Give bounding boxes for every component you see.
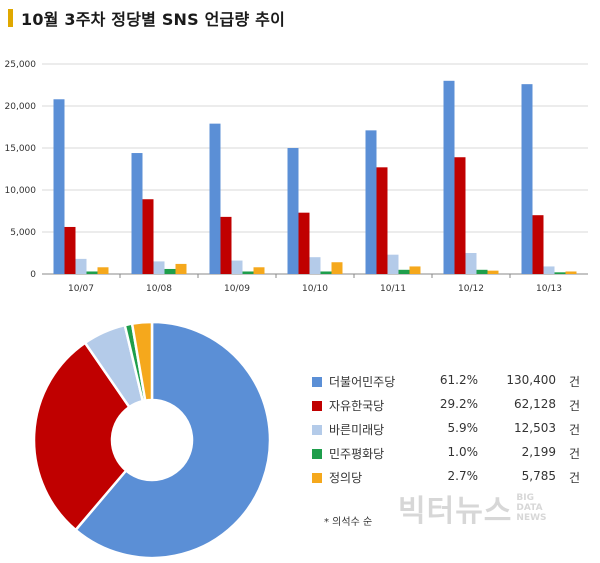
footnote: * 의석수 순 [324,517,373,528]
legend-swatch [312,401,322,411]
bar [331,262,343,274]
bar [253,267,265,274]
bar [398,269,410,274]
legend-swatch [312,377,322,387]
legend-row: 자유한국당 29.2% 62,128 건 [312,396,582,420]
y-tick-label: 5,000 [10,228,36,238]
x-tick-label: 10/12 [458,284,484,294]
legend-party-name: 더불어민주당 [329,375,396,389]
bar [565,271,577,274]
x-tick-label: 10/09 [224,284,250,294]
pie-slice [130,320,154,403]
legend-count: 12,503 [514,421,556,435]
legend-swatch [312,449,322,459]
bar [287,148,299,274]
legend-swatch [312,425,322,435]
x-tick-label: 10/13 [536,284,562,294]
legend-row: 민주평화당 1.0% 2,199 건 [312,444,582,468]
bar [487,270,499,274]
bar [387,254,399,274]
legend-percent: 61.2% [439,373,478,387]
legend-row: 바른미래당 5.9% 12,503 건 [312,420,582,444]
watermark-subtext: BIG DATA NEWS [516,493,547,523]
bar [209,123,221,274]
legend-unit: 건 [568,399,580,413]
bar [86,271,98,274]
x-tick-label: 10/07 [68,284,94,294]
legend-percent: 5.9% [447,421,479,435]
legend-party-name: 민주평화당 [329,447,385,461]
bar [409,266,421,274]
y-tick-label: 15,000 [5,144,37,154]
chart-title: 10월 3주차 정당별 SNS 언급량 추이 [21,10,286,29]
y-tick-label: 25,000 [5,60,37,70]
bar [376,167,388,274]
bar [64,226,76,274]
watermark-text: 빅터뉴스 [398,494,513,529]
bar [532,215,544,274]
bar [75,258,87,274]
legend-percent: 29.2% [439,397,478,411]
legend-party-name: 바른미래당 [329,423,385,437]
bar [365,130,377,274]
legend-percent: 1.0% [447,445,479,459]
pie-chart [32,320,272,560]
legend-swatch [312,473,322,483]
bar [131,153,143,274]
bar [242,271,254,274]
bar [153,261,165,274]
bar [175,263,187,274]
bar [465,253,477,274]
legend-count: 2,199 [521,445,556,459]
title-row: 10월 3주차 정당별 SNS 언급량 추이 [8,6,285,30]
pie-legend: 더불어민주당 61.2% 130,400 건 자유한국당 29.2% 62,12… [312,372,582,492]
legend-percent: 2.7% [447,469,479,483]
bar [521,84,533,274]
legend-unit: 건 [568,447,580,461]
x-tick-label: 10/08 [146,284,172,294]
legend-row: 정의당 2.7% 5,785 건 [312,468,582,492]
bar [97,267,109,274]
y-tick-label: 10,000 [5,186,37,196]
bar [53,99,65,274]
legend-unit: 건 [568,375,580,389]
bar [309,257,321,274]
legend-row: 더불어민주당 61.2% 130,400 건 [312,372,582,396]
title-accent-bar [8,9,13,27]
bar [554,272,566,274]
watermark-logo: 빅터뉴스 BIG DATA NEWS [398,486,547,530]
x-tick-label: 10/10 [302,284,328,294]
bar [142,199,154,274]
bar [543,266,555,274]
x-tick-label: 10/11 [380,284,406,294]
bar [298,212,310,274]
y-tick-label: 0 [30,270,36,280]
legend-party-name: 정의당 [329,471,363,485]
bar [231,260,243,274]
legend-party-name: 자유한국당 [329,399,385,413]
legend-count: 5,785 [521,469,556,483]
bar-chart: 0 5,000 10,000 15,000 20,000 25,000 10/07 10/08… [5,60,588,294]
bar [454,157,466,274]
bar [220,216,232,274]
pie-slice [32,341,132,532]
legend-unit: 건 [568,423,580,437]
bar [164,268,176,274]
legend-count: 62,128 [514,397,556,411]
bar [320,271,332,274]
legend-count: 130,400 [506,373,556,387]
legend-unit: 건 [568,471,580,485]
y-tick-label: 20,000 [5,102,37,112]
bar [443,80,455,274]
bar [476,269,488,274]
